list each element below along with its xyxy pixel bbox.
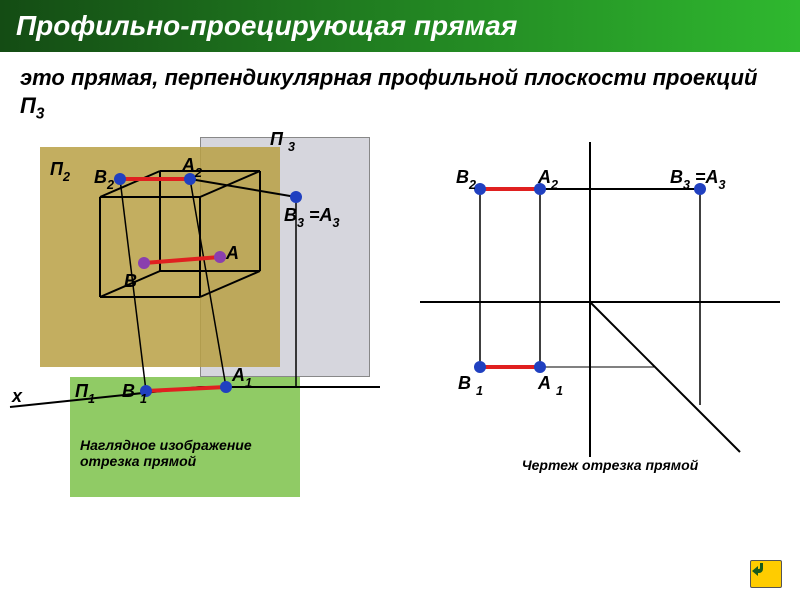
subtitle-sub: 3 bbox=[36, 105, 45, 122]
u-turn-icon bbox=[751, 561, 771, 577]
svg-text:А: А bbox=[225, 243, 239, 263]
svg-text:А 1: А 1 bbox=[537, 373, 563, 398]
svg-text:П 3: П 3 bbox=[270, 129, 295, 154]
title-bar: Профильно-проецирующая прямая bbox=[0, 0, 800, 52]
svg-text:П2: П2 bbox=[50, 159, 70, 184]
svg-text:В: В bbox=[124, 271, 137, 291]
caption-left: Наглядное изображение отрезка прямой bbox=[80, 437, 280, 469]
svg-text:В2: В2 bbox=[456, 167, 476, 192]
nav-back-button[interactable] bbox=[750, 560, 782, 588]
title-text: Профильно-проецирующая прямая bbox=[16, 10, 517, 41]
diagram-area: xП2П 3П1В2А2В3 =А3ВАВ 1А1В2А2В3 =А3В 1А … bbox=[0, 127, 800, 557]
svg-text:В 1: В 1 bbox=[458, 373, 483, 398]
diagram-svg: xП2П 3П1В2А2В3 =А3ВАВ 1А1В2А2В3 =А3В 1А … bbox=[0, 127, 800, 557]
subtitle: это прямая, перпендикулярная профильной … bbox=[0, 52, 800, 127]
svg-text:П1: П1 bbox=[75, 381, 95, 406]
svg-text:В 1: В 1 bbox=[122, 381, 147, 406]
svg-text:В2: В2 bbox=[94, 167, 114, 192]
svg-text:В3 =А3: В3 =А3 bbox=[284, 205, 340, 230]
caption-right: Чертеж отрезка прямой bbox=[500, 457, 720, 473]
subtitle-text: это прямая, перпендикулярная профильной … bbox=[20, 65, 757, 118]
svg-text:x: x bbox=[11, 386, 23, 406]
